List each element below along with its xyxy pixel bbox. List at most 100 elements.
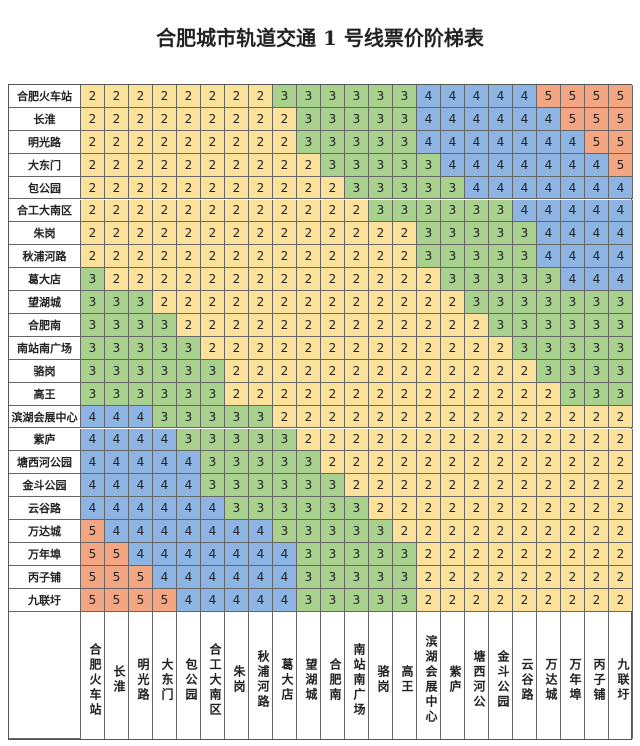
fare-cell: 4 xyxy=(537,107,561,131)
fare-cell: 4 xyxy=(537,222,561,246)
fare-cell: 2 xyxy=(609,428,633,452)
station-name: 丙子铺 xyxy=(9,565,81,589)
fare-cell: 2 xyxy=(369,474,393,498)
fare-cell: 3 xyxy=(105,359,129,383)
fare-cell: 2 xyxy=(177,176,201,200)
column-name: 合肥南 xyxy=(321,611,345,739)
fare-cell: 2 xyxy=(321,291,345,314)
fare-cell: 3 xyxy=(609,336,633,360)
fare-cell: 3 xyxy=(345,85,369,108)
fare-cell: 2 xyxy=(297,268,321,292)
fare-cell: 2 xyxy=(129,199,153,223)
fare-cell: 3 xyxy=(153,314,177,337)
fare-cell: 2 xyxy=(321,222,345,246)
fare-cell: 3 xyxy=(177,336,201,360)
column-name: 紫庐 xyxy=(441,611,465,739)
fare-cell: 4 xyxy=(513,153,537,177)
fare-cell: 3 xyxy=(81,291,105,314)
fare-cell: 2 xyxy=(393,359,417,383)
station-name: 葛大店 xyxy=(9,268,81,292)
fare-cell: 2 xyxy=(225,85,249,108)
fare-cell: 4 xyxy=(177,451,201,475)
fare-cell: 2 xyxy=(153,222,177,246)
column-name: 朱岗 xyxy=(225,611,249,739)
fare-cell: 2 xyxy=(345,405,369,429)
fare-cell: 3 xyxy=(225,405,249,429)
fare-cell: 4 xyxy=(441,85,465,108)
fare-cell: 2 xyxy=(609,543,633,566)
fare-cell: 4 xyxy=(489,153,513,177)
station-name: 塘西河公园 xyxy=(9,451,81,475)
fare-cell: 2 xyxy=(561,588,585,612)
fare-cell: 3 xyxy=(201,359,225,383)
fare-cell: 3 xyxy=(273,451,297,475)
fare-cell: 4 xyxy=(201,497,225,521)
fare-cell: 2 xyxy=(153,130,177,154)
fare-cell: 4 xyxy=(585,199,609,223)
fare-cell: 2 xyxy=(177,130,201,154)
fare-cell: 4 xyxy=(225,565,249,589)
fare-cell: 4 xyxy=(585,153,609,177)
fare-cell: 3 xyxy=(177,359,201,383)
fare-cell: 3 xyxy=(249,428,273,452)
station-name: 金斗公园 xyxy=(9,474,81,498)
station-name: 包公园 xyxy=(9,176,81,200)
fare-cell: 2 xyxy=(609,520,633,543)
fare-cell: 2 xyxy=(297,382,321,406)
fare-cell: 2 xyxy=(201,176,225,200)
fare-cell: 4 xyxy=(585,176,609,200)
fare-cell: 5 xyxy=(609,107,633,131)
fare-cell: 3 xyxy=(345,565,369,589)
fare-cell: 3 xyxy=(393,107,417,131)
fare-cell: 3 xyxy=(105,382,129,406)
fare-cell: 2 xyxy=(393,474,417,498)
fare-cell: 4 xyxy=(153,520,177,543)
fare-cell: 3 xyxy=(321,130,345,154)
fare-cell: 2 xyxy=(441,474,465,498)
fare-cell: 3 xyxy=(513,291,537,314)
fare-cell: 2 xyxy=(249,199,273,223)
fare-cell: 3 xyxy=(297,497,321,521)
fare-cell: 5 xyxy=(129,565,153,589)
fare-cell: 2 xyxy=(489,359,513,383)
fare-cell: 3 xyxy=(369,85,393,108)
fare-cell: 4 xyxy=(513,199,537,223)
fare-cell: 2 xyxy=(153,268,177,292)
fare-cell: 3 xyxy=(153,405,177,429)
fare-cell: 2 xyxy=(393,382,417,406)
fare-cell: 3 xyxy=(105,314,129,337)
fare-cell: 4 xyxy=(465,176,489,200)
fare-cell: 5 xyxy=(585,85,609,108)
fare-cell: 3 xyxy=(81,336,105,360)
fare-cell: 5 xyxy=(609,153,633,177)
fare-cell: 3 xyxy=(345,543,369,566)
fare-cell: 3 xyxy=(465,291,489,314)
fare-cell: 2 xyxy=(273,336,297,360)
fare-cell: 2 xyxy=(465,588,489,612)
fare-cell: 2 xyxy=(225,222,249,246)
fare-cell: 2 xyxy=(153,176,177,200)
fare-cell: 2 xyxy=(417,451,441,475)
fare-cell: 3 xyxy=(489,245,513,269)
fare-cell: 3 xyxy=(297,565,321,589)
fare-cell: 4 xyxy=(489,130,513,154)
fare-cell: 2 xyxy=(105,268,129,292)
fare-cell: 3 xyxy=(489,291,513,314)
fare-cell: 2 xyxy=(417,382,441,406)
fare-cell: 2 xyxy=(249,245,273,269)
fare-cell: 2 xyxy=(393,428,417,452)
fare-cell: 3 xyxy=(369,176,393,200)
fare-cell: 3 xyxy=(585,382,609,406)
fare-cell: 3 xyxy=(321,497,345,521)
fare-cell: 2 xyxy=(129,85,153,108)
fare-cell: 2 xyxy=(225,153,249,177)
fare-cell: 2 xyxy=(225,107,249,131)
station-name: 南站南广场 xyxy=(9,336,81,360)
fare-cell: 2 xyxy=(465,543,489,566)
fare-cell: 2 xyxy=(249,291,273,314)
fare-cell: 2 xyxy=(369,268,393,292)
fare-cell: 4 xyxy=(537,245,561,269)
fare-cell: 3 xyxy=(537,359,561,383)
fare-cell: 3 xyxy=(321,107,345,131)
column-name: 秋浦河路 xyxy=(249,611,273,739)
